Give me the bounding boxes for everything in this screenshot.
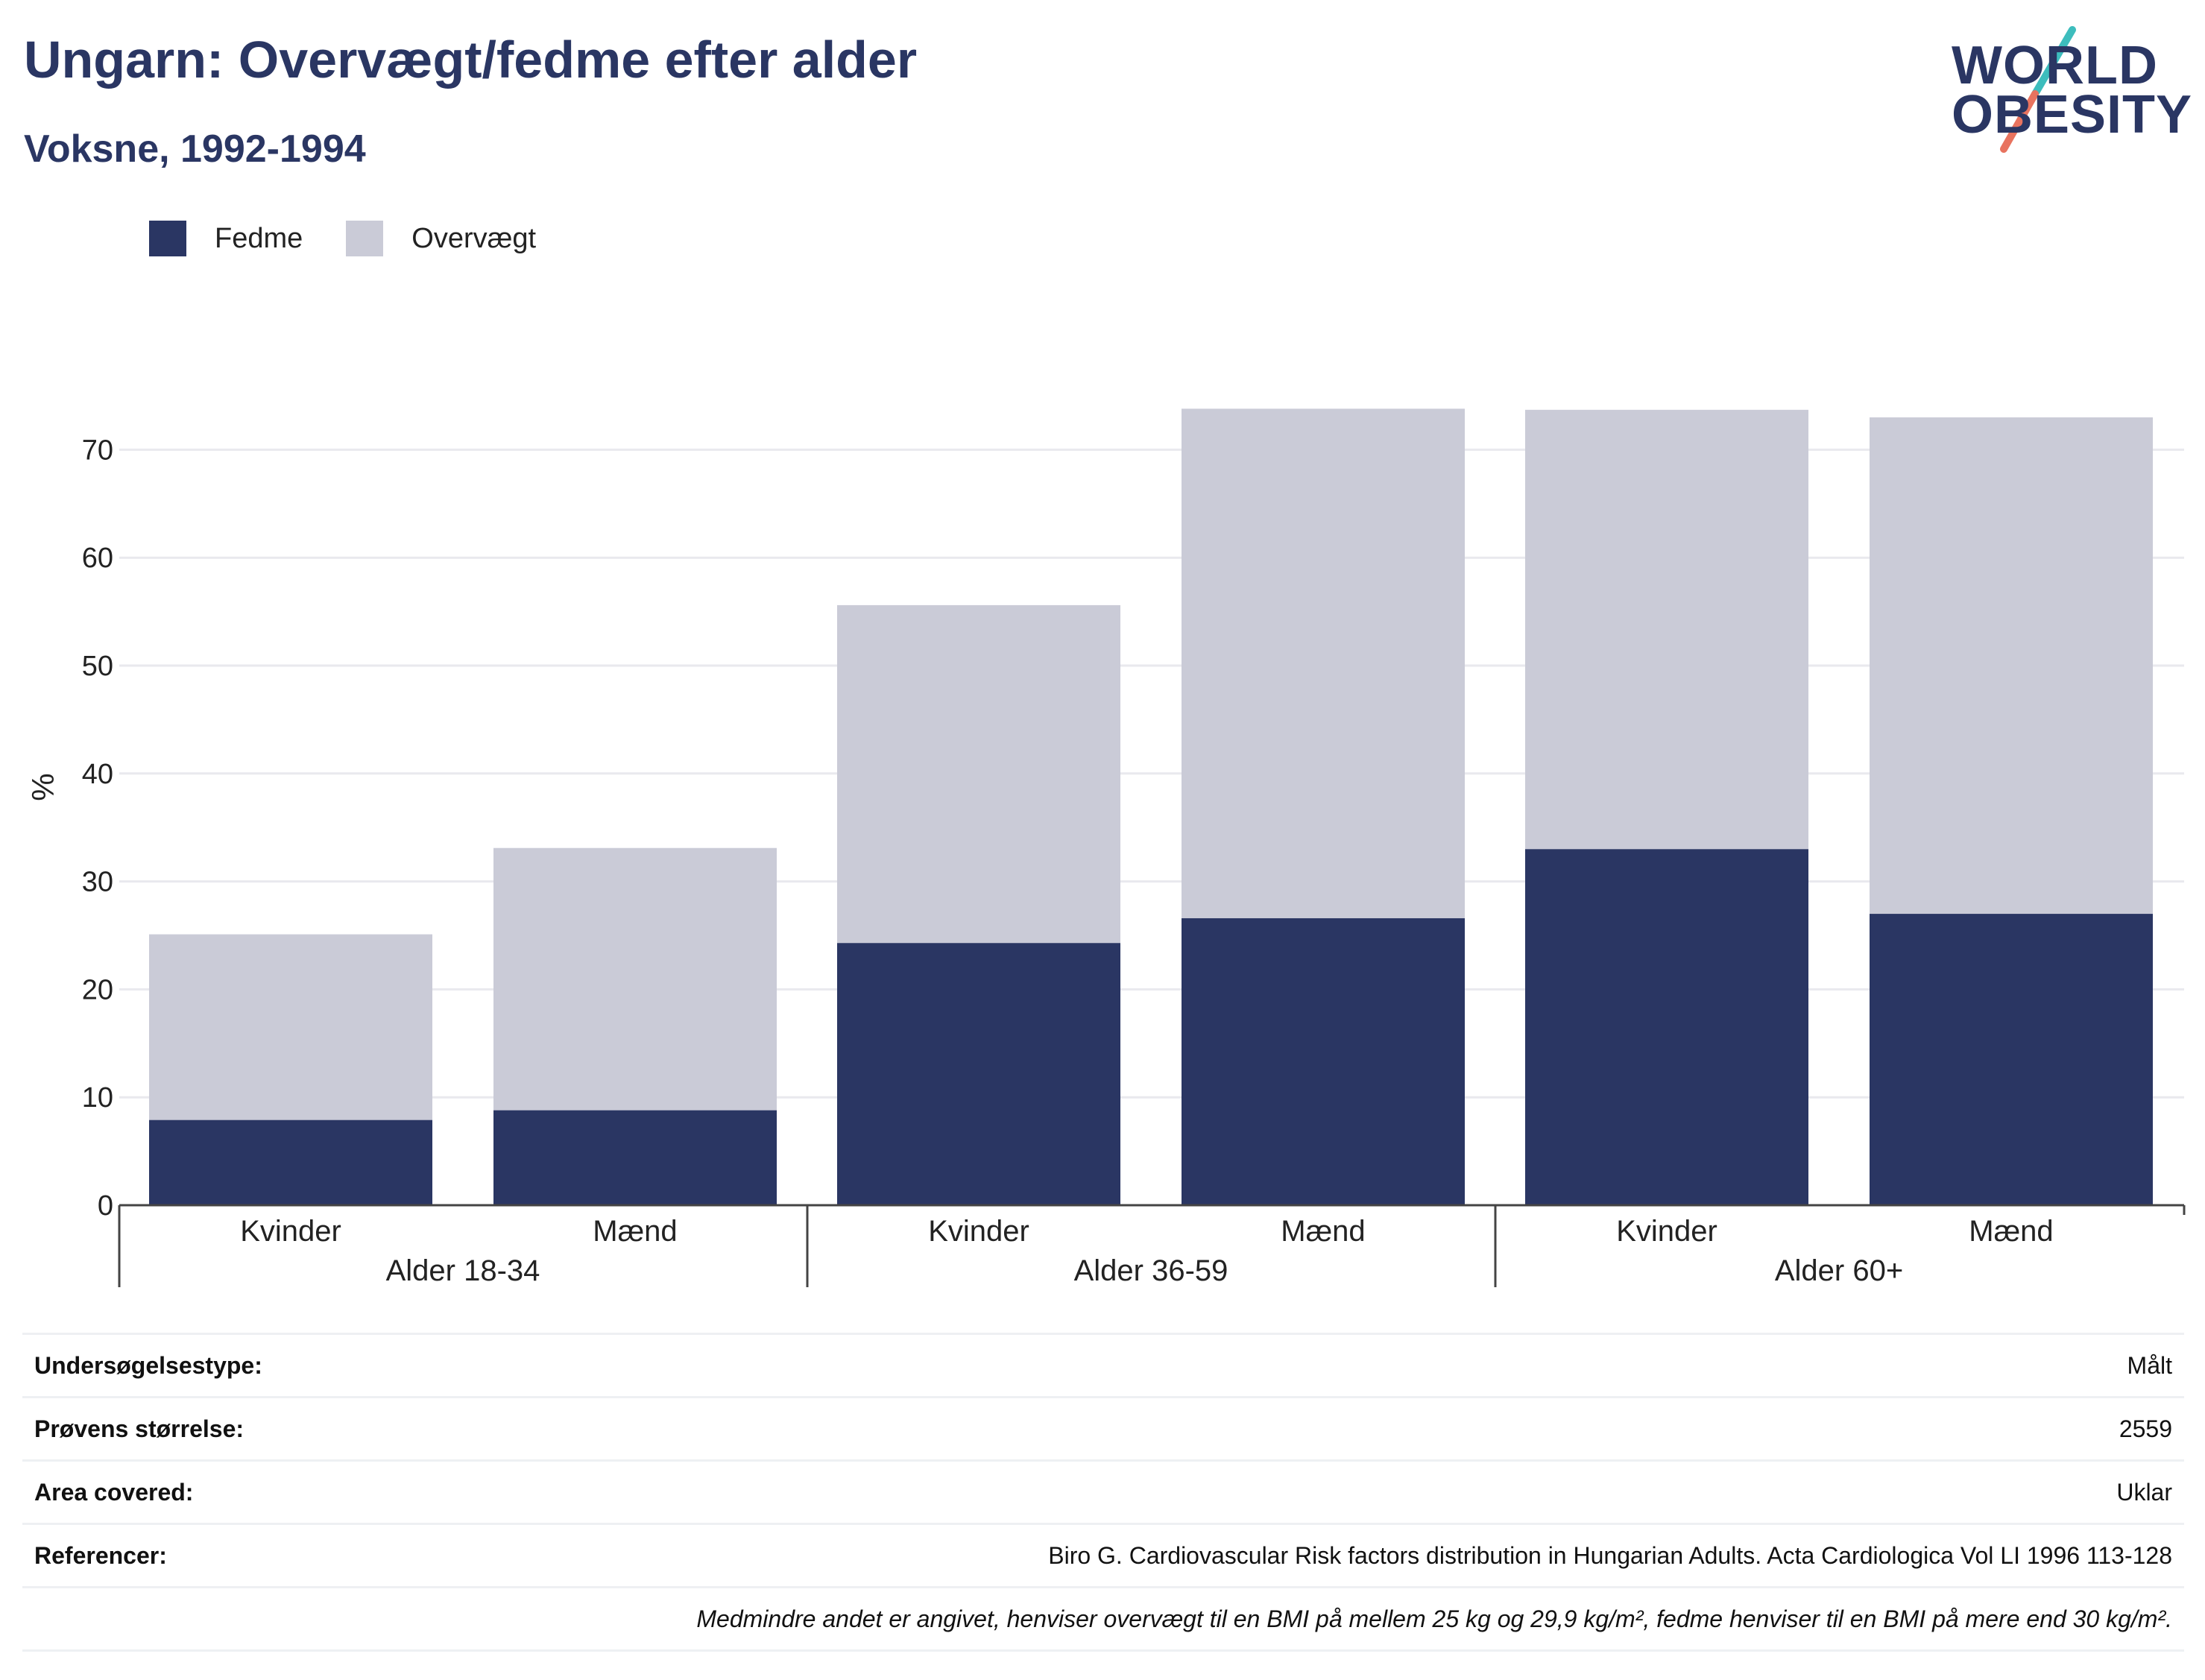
x-tick-label: Mænd [1281, 1215, 1365, 1248]
y-tick-label: 60 [82, 543, 113, 574]
chart-subtitle: Voksne, 1992-1994 [24, 127, 366, 171]
x-tick-label: Mænd [1969, 1215, 2053, 1248]
info-row-area-covered: Area covered: Uklar [22, 1459, 2184, 1523]
bar-fedme [1525, 849, 1808, 1205]
bar-overvaegt [1182, 408, 1465, 918]
y-tick-label: 0 [98, 1190, 113, 1222]
chart-title: Ungarn: Overvægt/fedme efter alder [24, 31, 918, 89]
info-label: Undersøgelsestype: [34, 1351, 262, 1379]
x-tick-label: Kvinder [1616, 1215, 1717, 1248]
bar-overvaegt [1525, 409, 1808, 850]
info-row-sample-size: Prøvens størrelse: 2559 [22, 1396, 2184, 1459]
y-tick-label: 50 [82, 651, 113, 682]
legend-swatch-overvaegt [346, 221, 384, 256]
logo-slash-icon [2000, 26, 2076, 153]
bmi-definition-note: Medmindre andet er angivet, henviser ove… [696, 1605, 2172, 1632]
info-label: Referencer: [34, 1541, 167, 1569]
group-label: Alder 60+ [1775, 1254, 1903, 1287]
bar-fedme [837, 943, 1120, 1205]
bar-overvaegt [149, 934, 432, 1120]
y-tick-label: 10 [82, 1082, 113, 1114]
info-label: Area covered: [34, 1478, 194, 1506]
bar-fedme [1182, 918, 1465, 1205]
y-tick-label: 20 [82, 974, 113, 1005]
info-label: Prøvens størrelse: [34, 1415, 245, 1442]
group-label: Alder 36-59 [1074, 1254, 1228, 1287]
bar-fedme [1870, 914, 2153, 1205]
bar-fedme [149, 1120, 432, 1205]
logo-line-world: WORLD [1952, 36, 2158, 95]
x-tick-label: Mænd [593, 1215, 677, 1248]
info-value: Målt [2127, 1351, 2172, 1379]
legend-item-overvaegt: Overvægt [346, 221, 536, 256]
info-row-note: Medmindre andet er angivet, henviser ove… [22, 1586, 2184, 1652]
legend-swatch-fedme [149, 221, 186, 256]
bar-overvaegt [837, 604, 1120, 944]
bar-overvaegt [1870, 417, 2153, 915]
info-value: Uklar [2116, 1478, 2172, 1506]
x-tick-label: Kvinder [240, 1215, 341, 1248]
legend-label-overvaegt: Overvægt [411, 222, 537, 254]
world-obesity-logo: WORLD OBESITY [1938, 22, 2192, 157]
stacked-bar-chart: 0 10 20 30 40 50 60 70% Kvinder Mænd Kvinder Mænd Kv… [25, 408, 2186, 1287]
x-tick-label: Kvinder [928, 1215, 1029, 1248]
y-tick-label: 30 [82, 867, 113, 898]
survey-info-table: Undersøgelsestype: Målt Prøvens størrels… [22, 1333, 2184, 1652]
chart-legend: Fedme Overvægt [149, 221, 579, 256]
logo-line-obesity: OBESITY [1952, 85, 2193, 145]
info-row-references: Referencer: Biro G. Cardiovascular Risk … [22, 1523, 2184, 1586]
info-row-survey-type: Undersøgelsestype: Målt [22, 1333, 2184, 1396]
y-axis-label: % [25, 773, 60, 800]
info-value: Biro G. Cardiovascular Risk factors dist… [1048, 1541, 2172, 1569]
y-tick-label: 40 [82, 759, 113, 790]
bar-fedme [493, 1110, 777, 1205]
bar-overvaegt [493, 847, 777, 1111]
group-label: Alder 18-34 [386, 1254, 540, 1287]
legend-label-fedme: Fedme [215, 222, 303, 254]
y-tick-label: 70 [82, 435, 113, 466]
info-value: 2559 [2119, 1415, 2172, 1442]
legend-item-fedme: Fedme [149, 221, 303, 256]
